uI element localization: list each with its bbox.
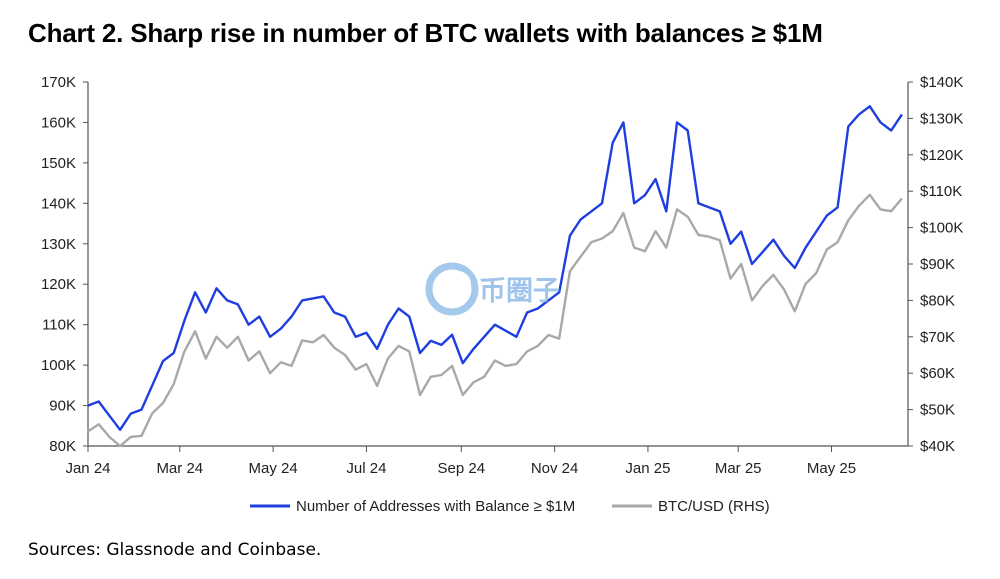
y-right-tick-label: $100K xyxy=(920,220,963,237)
x-tick-label: Jan 24 xyxy=(65,460,110,477)
y-left-tick-label: 120K xyxy=(41,276,76,293)
y-left-tick-label: 140K xyxy=(41,195,76,212)
y-right-tick-label: $140K xyxy=(920,74,963,91)
watermark-text: 币圈子 xyxy=(479,276,560,307)
chart-series xyxy=(87,105,903,448)
y-left-tick-label: 150K xyxy=(41,155,76,172)
y-left-tick-label: 130K xyxy=(41,236,76,253)
y-right-tick-label: $50K xyxy=(920,402,955,419)
y-left-tick-label: 110K xyxy=(42,317,76,334)
y-right-tick-label: $80K xyxy=(920,292,955,309)
y-left-tick-label: 170K xyxy=(41,74,76,91)
y-right-tick-label: $120K xyxy=(920,147,963,164)
legend-label-addresses: Number of Addresses with Balance ≥ $1M xyxy=(296,498,575,515)
x-tick-label: Nov 24 xyxy=(531,460,579,477)
btc-usd-line xyxy=(87,193,903,448)
y-right-tick-label: $110K xyxy=(920,183,962,200)
y-left-tick-label: 160K xyxy=(41,114,76,131)
x-tick-label: Mar 25 xyxy=(715,460,762,477)
x-tick-label: Jul 24 xyxy=(346,460,386,477)
y-right-tick-label: $70K xyxy=(920,329,955,346)
x-tick-label: Mar 24 xyxy=(156,460,203,477)
y-right-tick-label: $60K xyxy=(920,365,955,382)
legend-label-btc: BTC/USD (RHS) xyxy=(658,498,770,515)
chart-axes: 80K 90K 100K 110K 120K 130K 140K 150K 160K 170K $4… xyxy=(41,74,963,477)
x-tick-label: May 25 xyxy=(807,460,856,477)
watermark-logo: 币圈子 xyxy=(425,262,570,327)
chart-legend: Number of Addresses with Balance ≥ $1M BT… xyxy=(250,498,770,515)
y-left-tick-label: 90K xyxy=(49,398,76,415)
x-tick-label: May 24 xyxy=(249,460,298,477)
y-right-tick-label: $40K xyxy=(920,438,955,455)
y-right-tick-label: $90K xyxy=(920,256,955,273)
y-right-tick-label: $130K xyxy=(920,110,963,127)
addresses-line xyxy=(87,105,903,431)
chart-title: Chart 2. Sharp rise in number of BTC wal… xyxy=(28,18,823,48)
x-tick-label: Jan 25 xyxy=(625,460,670,477)
sources-note: Sources: Glassnode and Coinbase. xyxy=(28,540,322,560)
y-left-tick-label: 100K xyxy=(41,357,76,374)
x-tick-label: Sep 24 xyxy=(438,460,486,477)
y-left-tick-label: 80K xyxy=(49,438,76,455)
